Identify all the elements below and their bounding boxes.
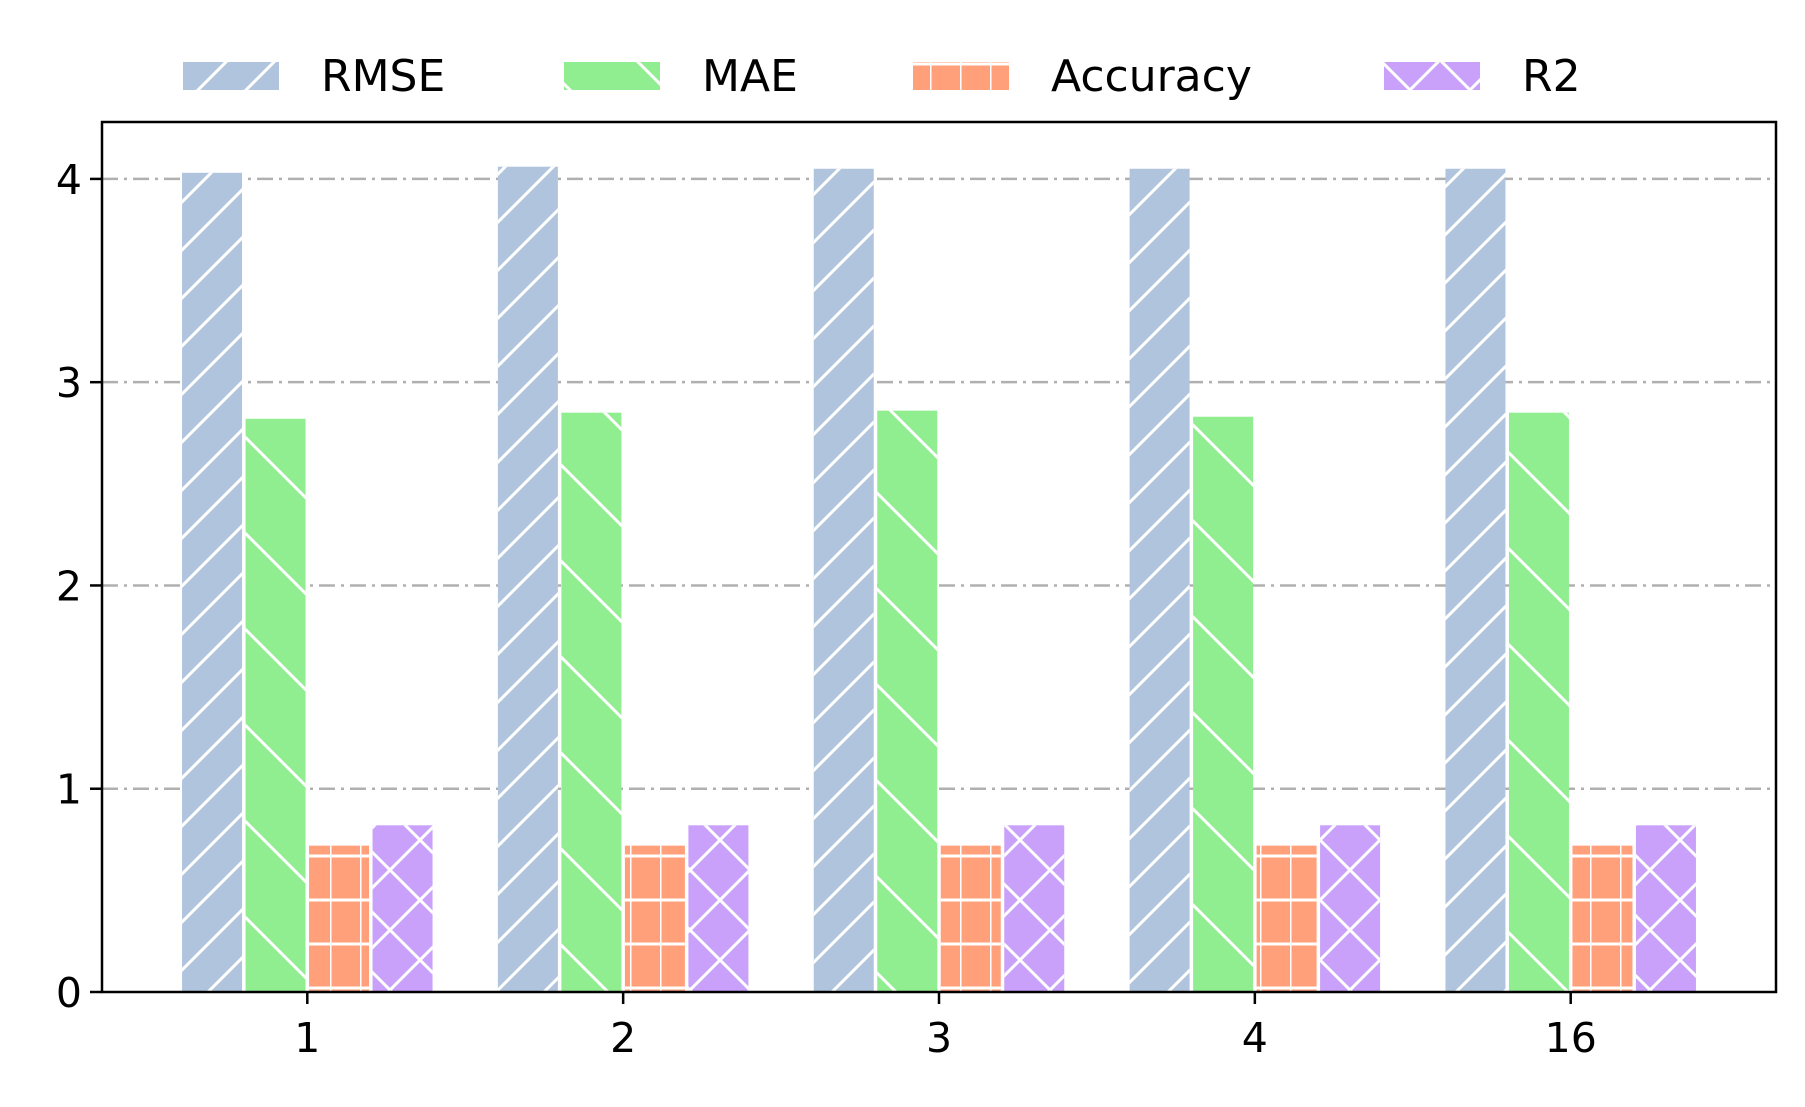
axes: 0 1 2 3 4 1 2 3 4 16 bbox=[56, 156, 1597, 1062]
y-tick-label: 3 bbox=[56, 359, 82, 407]
bar-hatch-accuracy-1 bbox=[309, 845, 370, 992]
bar-hatch-mae-16 bbox=[1508, 412, 1569, 992]
legend-label-mae: MAE bbox=[702, 51, 798, 102]
bar-hatch-r2-2 bbox=[688, 825, 749, 992]
bar-hatch-rmse-2 bbox=[497, 166, 558, 993]
bar-hatch-r2-3 bbox=[1004, 825, 1065, 992]
bar-hatch-r2-1 bbox=[372, 825, 433, 992]
bar-hatch-mae-3 bbox=[877, 410, 938, 992]
bar-hatch-mae-1 bbox=[245, 418, 306, 992]
bar-hatch-rmse-4 bbox=[1129, 168, 1190, 993]
bar-hatch-mae-2 bbox=[561, 412, 622, 992]
bar-hatch-mae-4 bbox=[1193, 416, 1254, 992]
x-tick-label: 16 bbox=[1545, 1014, 1597, 1062]
bar-hatch-accuracy-4 bbox=[1256, 845, 1317, 992]
legend-label-accuracy: Accuracy bbox=[1051, 51, 1252, 102]
bars bbox=[182, 166, 1696, 993]
bar-hatch-r2-4 bbox=[1320, 825, 1381, 992]
y-tick-label: 1 bbox=[56, 766, 82, 814]
x-tick-label: 4 bbox=[1242, 1014, 1268, 1062]
x-tick-label: 2 bbox=[610, 1014, 636, 1062]
bar-hatch-rmse-16 bbox=[1445, 168, 1506, 993]
bar-hatch-accuracy-3 bbox=[940, 845, 1001, 992]
legend-swatch-hatch-mae bbox=[564, 62, 660, 90]
y-tick-label: 2 bbox=[56, 562, 82, 610]
bar-hatch-rmse-1 bbox=[182, 172, 243, 993]
legend-swatch-hatch-r2 bbox=[1384, 62, 1480, 90]
x-tick-label: 1 bbox=[294, 1014, 320, 1062]
legend-label-r2: R2 bbox=[1522, 51, 1581, 102]
legend-label-rmse: RMSE bbox=[321, 51, 445, 102]
bar-hatch-accuracy-2 bbox=[624, 845, 685, 992]
x-tick-label: 3 bbox=[926, 1014, 952, 1062]
y-tick-label: 4 bbox=[56, 156, 82, 204]
legend-swatch-hatch-accuracy bbox=[913, 62, 1009, 90]
legend: RMSE MAE Accuracy R2 bbox=[183, 51, 1581, 102]
bar-hatch-r2-16 bbox=[1635, 825, 1696, 992]
bar-hatch-rmse-3 bbox=[813, 168, 874, 993]
y-tick-label: 0 bbox=[56, 969, 82, 1017]
legend-swatch-hatch-rmse bbox=[183, 62, 279, 90]
bar-hatch-accuracy-16 bbox=[1572, 845, 1633, 992]
